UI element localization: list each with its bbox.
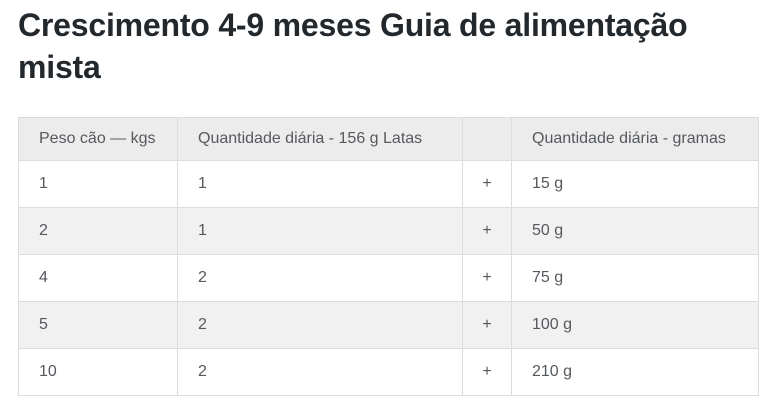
column-header-dog-weight: Peso cão — kgs bbox=[18, 117, 178, 161]
table-row: 5 2 + 100 g bbox=[18, 301, 759, 349]
cell-plus-sign: + bbox=[462, 160, 512, 208]
cell-plus-sign: + bbox=[462, 301, 512, 349]
cell-dog-weight: 2 bbox=[18, 207, 178, 255]
cell-plus-sign: + bbox=[462, 348, 512, 396]
column-header-daily-cans: Quantidade diária - 156 g Latas bbox=[177, 117, 463, 161]
header-row: Peso cão — kgs Quantidade diária - 156 g… bbox=[18, 117, 759, 161]
feeding-guide-section: Crescimento 4-9 meses Guia de alimentaçã… bbox=[18, 7, 759, 396]
page-title: Crescimento 4-9 meses Guia de alimentaçã… bbox=[18, 7, 688, 85]
column-header-plus-spacer bbox=[462, 117, 512, 161]
column-header-daily-grams: Quantidade diária - gramas bbox=[511, 117, 759, 161]
cell-plus-sign: + bbox=[462, 207, 512, 255]
table-row: 2 1 + 50 g bbox=[18, 207, 759, 255]
cell-daily-cans: 1 bbox=[177, 160, 463, 208]
cell-plus-sign: + bbox=[462, 254, 512, 302]
cell-daily-grams: 50 g bbox=[511, 207, 759, 255]
cell-dog-weight: 5 bbox=[18, 301, 178, 349]
cell-daily-cans: 2 bbox=[177, 254, 463, 302]
cell-dog-weight: 1 bbox=[18, 160, 178, 208]
cell-daily-cans: 2 bbox=[177, 348, 463, 396]
table-row: 10 2 + 210 g bbox=[18, 348, 759, 396]
cell-daily-cans: 1 bbox=[177, 207, 463, 255]
cell-daily-grams: 15 g bbox=[511, 160, 759, 208]
table-row: 4 2 + 75 g bbox=[18, 254, 759, 302]
table-row: 1 1 + 15 g bbox=[18, 160, 759, 208]
cell-daily-cans: 2 bbox=[177, 301, 463, 349]
cell-dog-weight: 10 bbox=[18, 348, 178, 396]
feeding-guide-table: Peso cão — kgs Quantidade diária - 156 g… bbox=[18, 117, 759, 396]
cell-daily-grams: 75 g bbox=[511, 254, 759, 302]
cell-daily-grams: 210 g bbox=[511, 348, 759, 396]
cell-daily-grams: 100 g bbox=[511, 301, 759, 349]
cell-dog-weight: 4 bbox=[18, 254, 178, 302]
